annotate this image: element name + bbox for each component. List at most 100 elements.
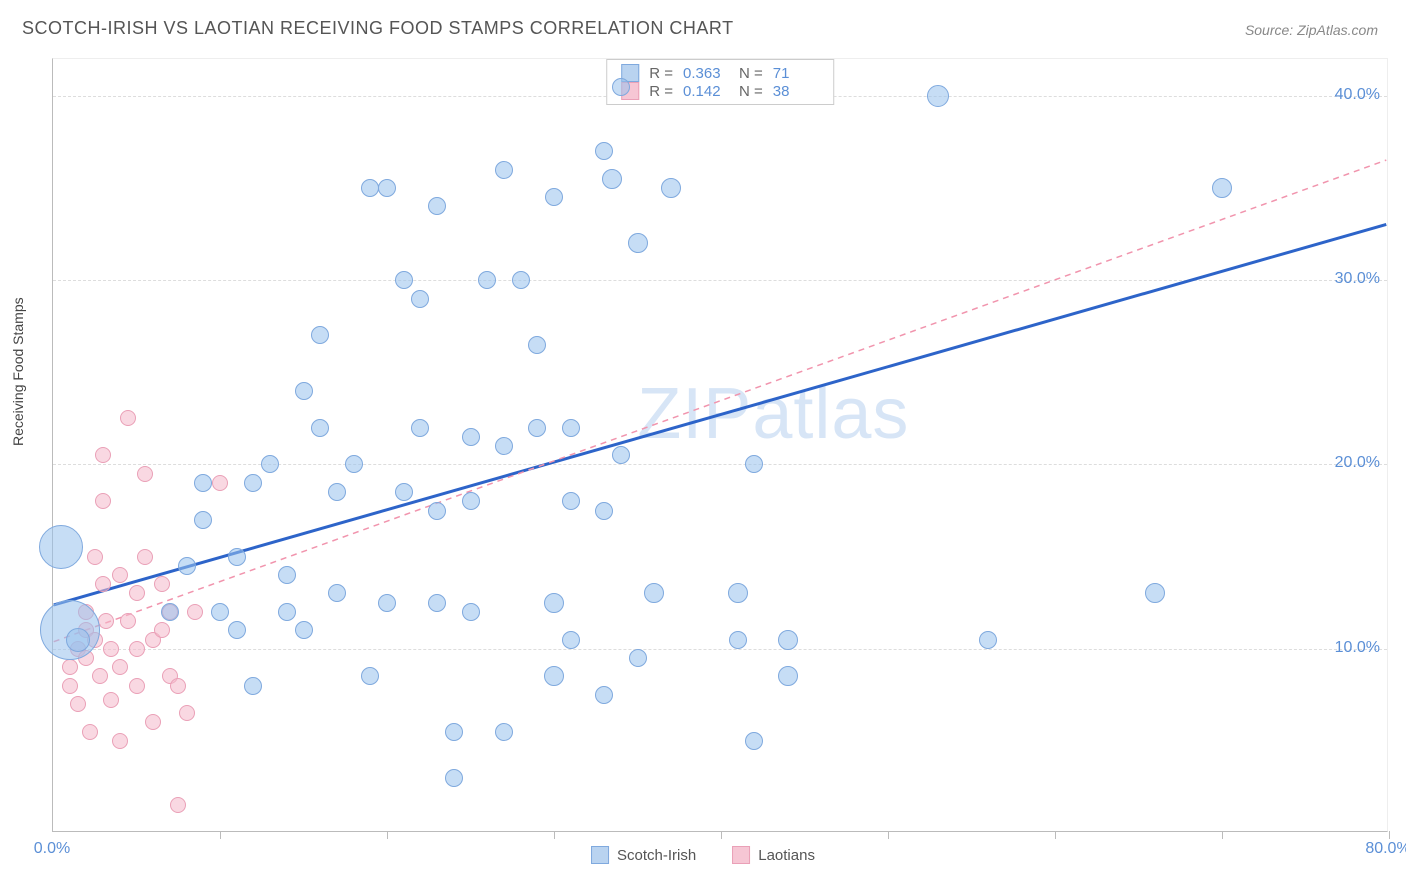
scatter-point <box>244 677 262 695</box>
scatter-point <box>495 161 513 179</box>
scatter-point <box>428 197 446 215</box>
scatter-point <box>512 271 530 289</box>
y-axis-label: Receiving Food Stamps <box>10 297 26 446</box>
scatter-point <box>154 576 170 592</box>
trend-line <box>54 224 1387 604</box>
scatter-point <box>194 511 212 529</box>
scatter-point <box>170 678 186 694</box>
scatter-point <box>137 466 153 482</box>
scatter-point <box>595 502 613 520</box>
scatter-point <box>428 502 446 520</box>
scatter-point <box>612 78 630 96</box>
stat-r-value-0: 0.363 <box>683 65 729 82</box>
scatter-point <box>778 630 798 650</box>
stat-n-label-1: N = <box>739 83 763 100</box>
x-tick <box>1055 831 1056 839</box>
scatter-point <box>62 659 78 675</box>
scatter-point <box>120 613 136 629</box>
y-tick-label: 40.0% <box>1335 86 1380 104</box>
scatter-point <box>745 455 763 473</box>
scatter-point <box>361 667 379 685</box>
x-tick <box>721 831 722 839</box>
legend-stat-row-0: R = 0.363 N = 71 <box>621 64 819 82</box>
scatter-point <box>112 733 128 749</box>
y-tick-label: 30.0% <box>1335 270 1380 288</box>
scatter-point <box>70 696 86 712</box>
scatter-point <box>170 797 186 813</box>
scatter-point <box>278 603 296 621</box>
scatter-point <box>328 584 346 602</box>
x-tick <box>220 831 221 839</box>
stat-n-value-1: 38 <box>773 83 819 100</box>
legend-bottom-swatch-1 <box>732 846 750 864</box>
scatter-point <box>95 576 111 592</box>
scatter-point <box>478 271 496 289</box>
scatter-point <box>778 666 798 686</box>
scatter-point <box>95 493 111 509</box>
scatter-point <box>395 271 413 289</box>
scatter-point <box>745 732 763 750</box>
legend-bottom-label-1: Laotians <box>758 847 815 864</box>
legend-bottom-swatch-0 <box>591 846 609 864</box>
scatter-point <box>261 455 279 473</box>
stat-r-value-1: 0.142 <box>683 83 729 100</box>
y-tick-label: 10.0% <box>1335 639 1380 657</box>
scatter-point <box>92 668 108 684</box>
scatter-point <box>462 428 480 446</box>
scatter-point <box>129 678 145 694</box>
scatter-point <box>495 723 513 741</box>
scatter-point <box>1145 583 1165 603</box>
x-tick-label: 80.0% <box>1365 840 1406 858</box>
chart-plot-area: ZIPatlas R = 0.363 N = 71 R = 0.142 N = … <box>52 58 1388 832</box>
scatter-point <box>295 621 313 639</box>
trend-line <box>54 160 1387 642</box>
scatter-point <box>179 705 195 721</box>
chart-container: SCOTCH-IRISH VS LAOTIAN RECEIVING FOOD S… <box>0 0 1406 892</box>
scatter-point <box>927 85 949 107</box>
scatter-point <box>595 686 613 704</box>
x-tick <box>554 831 555 839</box>
scatter-point <box>129 641 145 657</box>
scatter-point <box>39 525 83 569</box>
scatter-point <box>137 549 153 565</box>
scatter-point <box>95 447 111 463</box>
scatter-point <box>295 382 313 400</box>
x-tick <box>1222 831 1223 839</box>
scatter-point <box>602 169 622 189</box>
scatter-point <box>154 622 170 638</box>
x-tick <box>387 831 388 839</box>
scatter-point <box>562 631 580 649</box>
stat-n-value-0: 71 <box>773 65 819 82</box>
scatter-point <box>87 549 103 565</box>
scatter-point <box>212 475 228 491</box>
scatter-point <box>628 233 648 253</box>
scatter-point <box>228 621 246 639</box>
scatter-point <box>194 474 212 492</box>
y-tick-label: 20.0% <box>1335 454 1380 472</box>
legend-statistics-box: R = 0.363 N = 71 R = 0.142 N = 38 <box>606 59 834 105</box>
scatter-point <box>187 604 203 620</box>
scatter-point <box>178 557 196 575</box>
scatter-point <box>129 585 145 601</box>
legend-bottom-label-0: Scotch-Irish <box>617 847 696 864</box>
scatter-point <box>629 649 647 667</box>
scatter-point <box>244 474 262 492</box>
scatter-point <box>428 594 446 612</box>
scatter-point <box>378 594 396 612</box>
scatter-point <box>495 437 513 455</box>
scatter-point <box>411 290 429 308</box>
scatter-point <box>228 548 246 566</box>
stat-n-label-0: N = <box>739 65 763 82</box>
scatter-point <box>211 603 229 621</box>
stat-r-label-0: R = <box>649 65 673 82</box>
scatter-point <box>445 769 463 787</box>
scatter-point <box>361 179 379 197</box>
scatter-point <box>161 603 179 621</box>
scatter-point <box>112 567 128 583</box>
source-label: Source: ZipAtlas.com <box>1245 22 1378 38</box>
scatter-point <box>612 446 630 464</box>
scatter-point <box>595 142 613 160</box>
x-tick <box>888 831 889 839</box>
scatter-point <box>1212 178 1232 198</box>
scatter-point <box>462 492 480 510</box>
